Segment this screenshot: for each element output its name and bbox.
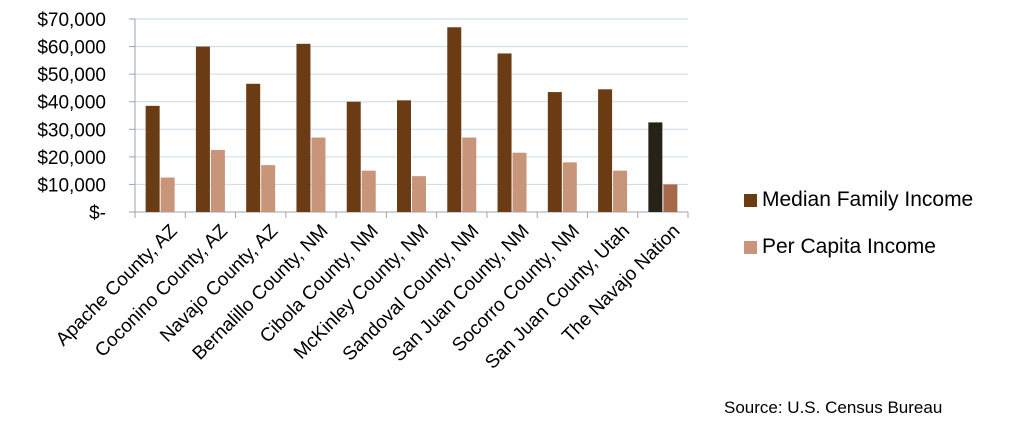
- bar-median-family-income: [397, 100, 411, 212]
- bar-median-family-income: [648, 122, 663, 212]
- bar-median-family-income: [497, 53, 512, 212]
- legend: Median Family Income Per Capita Income: [744, 188, 973, 282]
- legend-item-median-family-income: Median Family Income: [744, 188, 973, 212]
- gridlines: [135, 18, 688, 185]
- bar-per-capita-income: [412, 176, 426, 212]
- bar-median-family-income: [346, 101, 361, 212]
- bar-median-family-income: [447, 27, 462, 213]
- bar-median-family-income: [598, 89, 613, 212]
- y-tick-label: $-: [89, 203, 106, 224]
- bar-per-capita-income: [160, 177, 175, 212]
- y-tick-label: $30,000: [37, 120, 106, 141]
- bar-median-family-income: [547, 92, 562, 212]
- bar-per-capita-income: [613, 170, 628, 212]
- y-tick-label: $70,000: [37, 10, 106, 31]
- bar-per-capita-income: [462, 137, 477, 212]
- bar-per-capita-income: [361, 170, 376, 212]
- bar-per-capita-income: [663, 184, 678, 212]
- bar-per-capita-income: [512, 152, 527, 212]
- legend-label-per-capita: Per Capita Income: [762, 235, 936, 258]
- bar-median-family-income: [145, 105, 160, 212]
- y-tick-label: $50,000: [37, 65, 106, 86]
- legend-swatch-per-capita: [744, 240, 757, 254]
- y-tick-label: $20,000: [37, 148, 106, 169]
- bar-median-family-income: [195, 46, 210, 213]
- bar-median-family-income: [296, 43, 311, 212]
- bar-per-capita-income: [311, 137, 326, 212]
- source-note: Source: U.S. Census Bureau: [724, 398, 943, 417]
- tick-labels: $- $10,000 $20,000 $30,000 $40,000 $50,000 $60…: [37, 10, 684, 373]
- axes: [129, 18, 689, 218]
- bars: [145, 27, 678, 213]
- bar-per-capita-income: [562, 162, 577, 212]
- legend-swatch-median: [744, 193, 757, 207]
- y-tick-label: $10,000: [37, 175, 106, 196]
- bar-per-capita-income: [261, 165, 276, 212]
- bar-median-family-income: [246, 83, 261, 213]
- bar-per-capita-income: [210, 149, 225, 212]
- y-tick-label: $40,000: [37, 93, 106, 114]
- y-tick-label: $60,000: [37, 38, 106, 59]
- legend-item-per-capita-income: Per Capita Income: [744, 235, 973, 259]
- legend-label-median: Median Family Income: [762, 188, 974, 211]
